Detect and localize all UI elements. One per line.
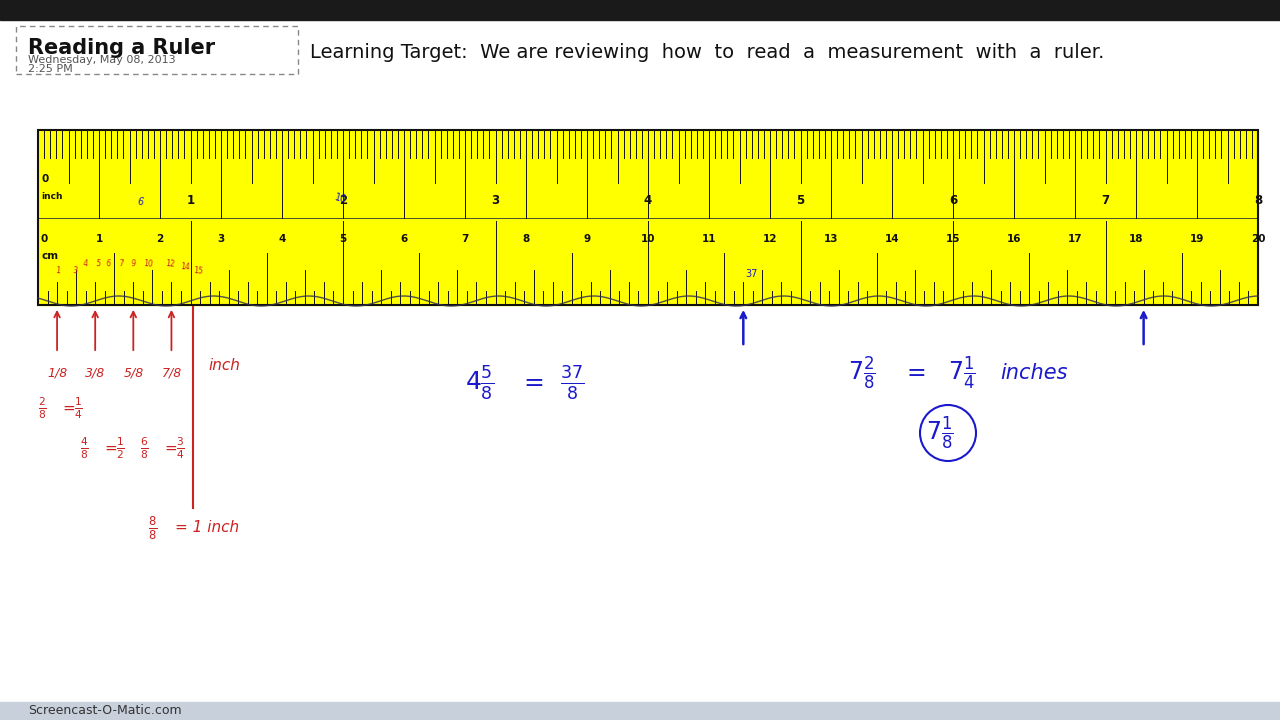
Text: 5/8: 5/8 [123, 367, 143, 380]
Text: cm: cm [41, 251, 58, 261]
Bar [38, 130, 1258, 305]
Text: inches: inches [1000, 363, 1068, 383]
Text: Screencast-O-Matic.com: Screencast-O-Matic.com [28, 704, 182, 718]
Text: 12: 12 [763, 233, 777, 243]
Text: 5: 5 [339, 233, 347, 243]
Text: $7\frac{2}{8}$: $7\frac{2}{8}$ [849, 354, 876, 392]
Text: 7: 7 [118, 259, 124, 269]
Text: 6: 6 [105, 259, 110, 269]
Text: 20: 20 [1251, 233, 1265, 243]
Text: $7\frac{1}{8}$: $7\frac{1}{8}$ [927, 414, 954, 451]
Text: $\frac{1}{4}$: $\frac{1}{4}$ [74, 395, 83, 420]
Text: = 1 inch: = 1 inch [175, 521, 239, 536]
Text: 37: 37 [745, 269, 758, 279]
Text: 1/8: 1/8 [47, 367, 68, 380]
Text: =: = [104, 441, 116, 456]
Text: 12: 12 [165, 258, 175, 269]
Text: 13: 13 [824, 233, 838, 243]
Text: 5: 5 [796, 194, 805, 207]
Text: 14: 14 [180, 262, 191, 272]
Text: $\frac{1}{2}$: $\frac{1}{2}$ [116, 435, 124, 461]
Bar [0, 702, 1280, 720]
Text: 4: 4 [644, 194, 652, 207]
Text: =: = [61, 400, 74, 415]
Text: 2: 2 [339, 194, 347, 207]
Text: 2:25 PM: 2:25 PM [28, 64, 73, 74]
Text: $\frac{8}{8}$: $\frac{8}{8}$ [148, 514, 157, 541]
Text: $\frac{2}{8}$: $\frac{2}{8}$ [38, 395, 47, 420]
Text: 1: 1 [187, 194, 195, 207]
Text: 11: 11 [701, 233, 717, 243]
Text: 4: 4 [278, 233, 285, 243]
Text: 9: 9 [131, 259, 136, 269]
Text: $\frac{6}{8}$: $\frac{6}{8}$ [140, 435, 148, 461]
Text: 4: 4 [82, 259, 87, 269]
Text: 14: 14 [884, 233, 900, 243]
Text: 19: 19 [1190, 233, 1204, 243]
Text: 0: 0 [41, 174, 49, 184]
Text: 8: 8 [522, 233, 530, 243]
Bar [0, 0, 1280, 20]
Text: 3: 3 [72, 266, 78, 276]
Text: 3: 3 [492, 194, 499, 207]
Text: 10: 10 [143, 258, 154, 269]
Text: 6: 6 [401, 233, 407, 243]
Text: 8: 8 [1254, 194, 1262, 207]
Text: Learning Target:  We are reviewing  how  to  read  a  measurement  with  a  rule: Learning Target: We are reviewing how to… [310, 42, 1105, 61]
Text: inch: inch [209, 358, 241, 373]
Text: 18: 18 [1129, 233, 1143, 243]
Text: 5: 5 [95, 259, 101, 269]
Text: 16: 16 [1007, 233, 1021, 243]
Text: $\frac{3}{4}$: $\frac{3}{4}$ [177, 435, 184, 461]
Text: =: = [524, 371, 544, 395]
Text: inch: inch [41, 192, 63, 201]
Text: 1: 1 [96, 233, 102, 243]
Text: 1: 1 [55, 266, 60, 276]
Text: Wednesday, May 08, 2013: Wednesday, May 08, 2013 [28, 55, 175, 65]
Text: 7/8: 7/8 [161, 367, 182, 380]
Text: Reading a Ruler: Reading a Ruler [28, 38, 215, 58]
Text: 10: 10 [334, 193, 348, 205]
Text: 2: 2 [156, 233, 164, 243]
Text: $4\frac{5}{8}$: $4\frac{5}{8}$ [466, 364, 494, 402]
Text: 3/8: 3/8 [86, 367, 105, 380]
FancyBboxPatch shape [15, 26, 298, 74]
Bar [38, 130, 1258, 305]
Text: 10: 10 [641, 233, 655, 243]
Text: 6: 6 [948, 194, 957, 207]
Text: 15: 15 [946, 233, 960, 243]
Text: 15: 15 [193, 266, 204, 276]
Text: $7\frac{1}{4}$: $7\frac{1}{4}$ [948, 354, 975, 392]
Text: =: = [906, 361, 925, 385]
Text: 9: 9 [584, 233, 590, 243]
Text: 3: 3 [218, 233, 224, 243]
Text: 0: 0 [41, 233, 47, 243]
Text: 17: 17 [1068, 233, 1083, 243]
Text: =: = [164, 441, 177, 456]
Text: $\frac{37}{8}$: $\frac{37}{8}$ [559, 364, 584, 402]
Text: $\frac{4}{8}$: $\frac{4}{8}$ [79, 435, 88, 461]
Text: 7: 7 [461, 233, 468, 243]
Text: 7: 7 [1101, 194, 1110, 207]
Text: 6: 6 [136, 196, 145, 207]
